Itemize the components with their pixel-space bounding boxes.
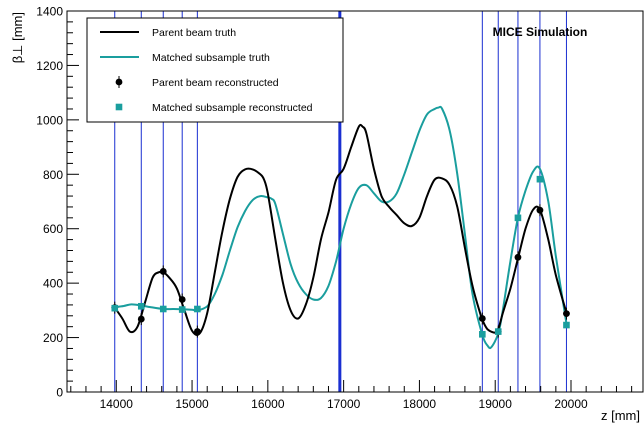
marker-matched-subsample-reconstructed-1 [137,302,145,310]
plot-frame [66,10,644,393]
marker-parent-beam-reconstructed-8 [536,206,544,214]
legend-label-matched-subsample-truth: Matched subsample truth [152,52,270,64]
legend-box [86,17,344,123]
series-line-parent-beam-truth [113,123,568,336]
marker-parent-beam-reconstructed-5 [478,315,486,322]
y-tick-label-200: 200 [43,331,63,345]
marker-parent-beam-reconstructed-1 [137,315,145,323]
y-axis-label: β⊥ [mm] [10,12,25,63]
y-tick-label-1400: 1400 [36,5,63,19]
x-tick-label-20000: 20000 [554,397,588,411]
marker-parent-beam-reconstructed-3 [178,296,186,303]
legend-label-matched-subsample-reconstructed: Matched subsample reconstructed [152,102,313,114]
x-axis-label: z [mm] [601,408,640,423]
legend-label-parent-beam-reconstructed: Parent beam reconstructed [152,77,279,89]
y-tick-label-400: 400 [43,277,63,291]
marker-matched-subsample-reconstructed-4 [194,305,201,313]
marker-matched-subsample-reconstructed-7 [514,214,522,222]
marker-parent-beam-reconstructed-4 [193,328,201,335]
x-tick-label-17000: 17000 [327,397,361,411]
marker-matched-subsample-reconstructed-5 [479,331,486,338]
legend-swatch-matched-subsample-reconstructed [115,103,123,111]
y-tick-label-1000: 1000 [36,113,63,127]
marker-matched-subsample-reconstructed-3 [178,306,186,313]
marker-parent-beam-reconstructed-7 [514,253,522,261]
x-tick-label-18000: 18000 [403,397,437,411]
y-tick-label-0: 0 [56,386,63,400]
annotation-text: MICE Simulation [493,25,588,39]
marker-matched-subsample-reconstructed-2 [159,305,167,313]
marker-parent-beam-reconstructed-2 [159,268,167,275]
y-tick-label-800: 800 [43,168,63,182]
marker-matched-subsample-reconstructed-8 [536,175,544,183]
y-tick-label-600: 600 [43,222,63,236]
x-tick-label-15000: 15000 [175,397,209,411]
x-tick-label-14000: 14000 [100,397,134,411]
marker-matched-subsample-reconstructed-6 [494,328,502,335]
marker-matched-subsample-reconstructed-0 [111,304,119,312]
y-tick-label-1200: 1200 [36,59,63,73]
marker-matched-subsample-reconstructed-9 [563,321,570,329]
x-tick-label-19000: 19000 [479,397,513,411]
legend: Parent beam truth Matched subsample truth… [86,17,344,123]
marker-parent-beam-reconstructed-9 [563,310,570,318]
legend-label-parent-beam-truth: Parent beam truth [152,27,236,39]
legend-swatch-parent-beam-reconstructed [115,78,123,86]
series-line-matched-subsample-truth [114,105,568,350]
plot-series [111,105,570,350]
plot-axes: 0 200 400 600 800 1000 1200 1400 14000 15000 16000… [36,5,644,411]
x-tick-label-16000: 16000 [251,397,285,411]
